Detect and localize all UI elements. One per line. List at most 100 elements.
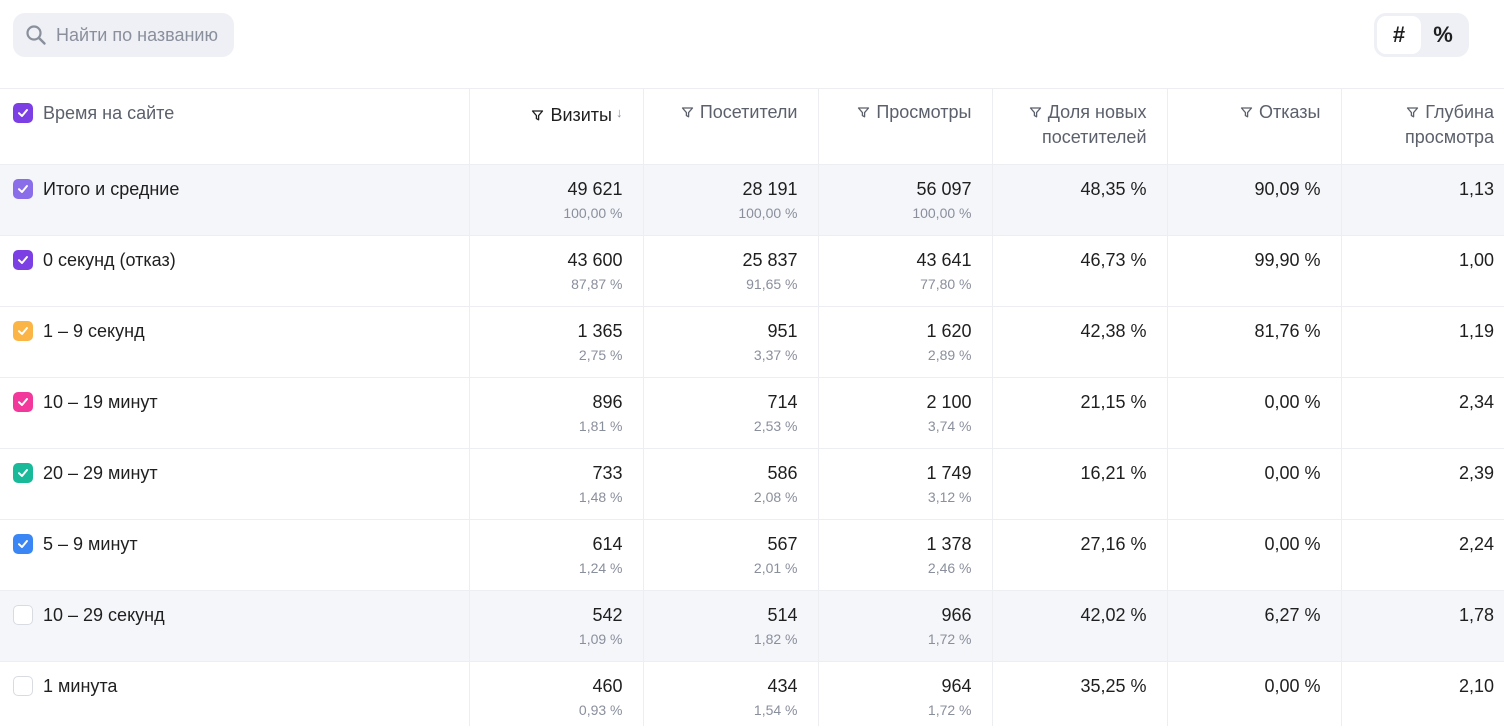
filter-icon[interactable] <box>531 109 544 122</box>
table-row[interactable]: 10 – 29 секунд 542 1,09 % 514 1,82 % 966 1,72 … <box>0 590 1504 662</box>
table-row[interactable]: 1 – 9 секунд 1 365 2,75 % 951 3,37 % 1 620 2,8… <box>0 306 1504 378</box>
cell-new-share: 42,02 % <box>991 590 1167 662</box>
cell-dimension: 0 секунд (отказ) <box>0 236 469 307</box>
cell-bounces: 0,00 % <box>1166 377 1341 449</box>
table-row[interactable]: 20 – 29 минут 733 1,48 % 586 2,08 % 1 749 3,12… <box>0 448 1504 520</box>
table-row[interactable]: 10 – 19 минут 896 1,81 % 714 2,53 % 2 100 3,74… <box>0 377 1504 449</box>
cell-visits: 460 0,93 % <box>468 661 643 726</box>
visits-value: 1 365 <box>577 321 623 341</box>
visitors-percent: 1,82 % <box>753 631 798 647</box>
new-share-value: 27,16 % <box>1080 534 1147 554</box>
visits-percent: 2,75 % <box>578 347 623 363</box>
visits-value: 49 621 <box>567 179 623 199</box>
filter-icon[interactable] <box>1029 106 1042 119</box>
cell-bounces: 99,90 % <box>1166 235 1341 307</box>
column-header-pageviews[interactable]: Просмотры <box>817 88 992 165</box>
cell-new-share: 21,15 % <box>991 377 1167 449</box>
column-header-label: Визиты <box>550 105 612 125</box>
cell-bounces: 0,00 % <box>1166 661 1341 726</box>
visitors-value: 714 <box>767 392 798 412</box>
cell-new-share: 35,25 % <box>991 661 1167 726</box>
pageviews-percent: 2,89 % <box>927 347 972 363</box>
bounces-value: 0,00 % <box>1264 676 1321 696</box>
filter-icon[interactable] <box>857 106 870 119</box>
cell-visitors: 586 2,08 % <box>642 448 818 520</box>
row-label: 10 – 19 минут <box>43 392 158 412</box>
visitors-value: 434 <box>767 676 798 696</box>
depth-value: 1,13 <box>1458 179 1494 199</box>
visits-percent: 1,24 % <box>578 560 623 576</box>
cell-pageviews: 43 641 77,80 % <box>817 235 992 307</box>
search-input[interactable] <box>56 24 226 46</box>
report-table: Время на сайте Визиты ↓ Посетители Просмо… <box>0 88 1504 726</box>
table-row[interactable]: 5 – 9 минут 614 1,24 % 567 2,01 % 1 378 2,46 %… <box>0 519 1504 591</box>
new-share-value: 42,38 % <box>1080 321 1147 341</box>
cell-dimension: 10 – 29 секунд <box>0 591 469 662</box>
search-box[interactable] <box>13 13 234 57</box>
visitors-percent: 2,01 % <box>753 560 798 576</box>
checkmark-icon <box>18 256 28 264</box>
row-label: 1 – 9 секунд <box>43 321 145 341</box>
visits-value: 460 <box>592 676 623 696</box>
visitors-percent: 1,54 % <box>753 702 798 718</box>
cell-visitors: 951 3,37 % <box>642 306 818 378</box>
pageviews-value: 1 749 <box>926 463 972 483</box>
row-checkbox[interactable] <box>13 392 33 412</box>
view-mode-toggle[interactable]: # % <box>1374 13 1469 57</box>
cell-dimension: 1 – 9 секунд <box>0 307 469 378</box>
percent-values-button[interactable]: % <box>1433 22 1453 47</box>
column-header-new-share[interactable]: Доля новых посетителей <box>991 88 1167 165</box>
column-header-visits[interactable]: Визиты ↓ <box>468 88 643 165</box>
cell-visitors: 25 837 91,65 % <box>642 235 818 307</box>
filter-icon[interactable] <box>681 106 694 119</box>
new-share-value: 48,35 % <box>1080 179 1147 199</box>
row-checkbox[interactable] <box>13 605 33 625</box>
visitors-percent: 3,37 % <box>753 347 798 363</box>
pageviews-percent: 3,74 % <box>927 418 972 434</box>
search-icon <box>26 25 46 45</box>
bounces-value: 0,00 % <box>1264 463 1321 483</box>
row-label: 10 – 29 секунд <box>43 605 165 625</box>
pageviews-value: 2 100 <box>926 392 972 412</box>
row-checkbox[interactable] <box>13 179 33 199</box>
new-share-value: 46,73 % <box>1080 250 1147 270</box>
row-checkbox[interactable] <box>13 321 33 341</box>
table-row[interactable]: 0 секунд (отказ) 43 600 87,87 % 25 837 91,65… <box>0 235 1504 307</box>
checkmark-icon <box>18 398 28 406</box>
cell-depth: 2,24 <box>1340 519 1504 591</box>
cell-depth: 1,00 <box>1340 235 1504 307</box>
cell-visits: 896 1,81 % <box>468 377 643 449</box>
filter-icon[interactable] <box>1406 106 1419 119</box>
cell-new-share: 16,21 % <box>991 448 1167 520</box>
column-header-bounces[interactable]: Отказы <box>1166 88 1341 165</box>
checkmark-icon <box>18 469 28 477</box>
new-share-value: 35,25 % <box>1080 676 1147 696</box>
row-checkbox[interactable] <box>13 676 33 696</box>
cell-dimension: 10 – 19 минут <box>0 378 469 449</box>
visitors-value: 514 <box>767 605 798 625</box>
row-label: 20 – 29 минут <box>43 463 158 483</box>
depth-value: 1,19 <box>1458 321 1494 341</box>
row-label: 1 минута <box>43 676 118 696</box>
column-header-label: Глубина просмотра <box>1404 102 1494 147</box>
column-header-depth[interactable]: Глубина просмотра <box>1340 88 1504 165</box>
row-label: Итого и средние <box>43 179 180 199</box>
visits-percent: 100,00 % <box>563 205 623 221</box>
table-row[interactable]: 1 минута 460 0,93 % 434 1,54 % 964 1,72 % 35,25… <box>0 661 1504 726</box>
row-checkbox[interactable] <box>13 250 33 270</box>
cell-dimension: 1 минута <box>0 662 469 726</box>
cell-pageviews: 2 100 3,74 % <box>817 377 992 449</box>
column-header-visitors[interactable]: Посетители <box>642 88 818 165</box>
filter-icon[interactable] <box>1240 106 1253 119</box>
cell-pageviews: 1 749 3,12 % <box>817 448 992 520</box>
cell-pageviews: 56 097 100,00 % <box>817 164 992 236</box>
sort-arrow-icon[interactable]: ↓ <box>616 105 623 120</box>
table-row[interactable]: Итого и средние 49 621 100,00 % 28 191 100,0… <box>0 164 1504 236</box>
depth-value: 2,39 <box>1458 463 1494 483</box>
select-all-checkbox[interactable] <box>13 103 33 123</box>
row-checkbox[interactable] <box>13 534 33 554</box>
absolute-values-button[interactable]: # <box>1377 16 1421 54</box>
row-checkbox[interactable] <box>13 463 33 483</box>
pageviews-value: 1 378 <box>926 534 972 554</box>
bounces-value: 0,00 % <box>1264 392 1321 412</box>
